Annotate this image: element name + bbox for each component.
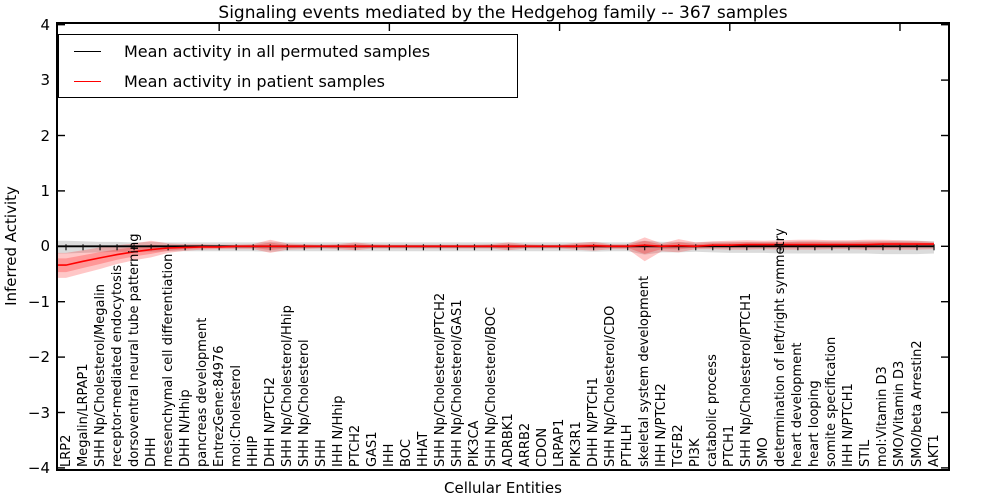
x-category-label: IHH [381,443,397,467]
patient-mean-line [58,243,934,266]
x-category-label: SHH [313,439,329,467]
y-tick-label: −2 [27,348,50,367]
permuted-std-band [58,240,934,255]
x-category-label: SMO/Vitamin D3 [892,360,908,467]
x-category-label: PI3K [688,438,704,467]
x-category-label: LRP2 [58,434,74,467]
x-category-label: PTCH1 [722,424,738,467]
x-category-label: SHH Np/Cholesterol/BOC [484,306,499,467]
x-category-label: PIK3CA [466,420,482,467]
y-tick-label: 2 [40,126,50,145]
x-category-label: DHH [143,437,159,467]
x-category-label: PTCH2 [347,424,363,467]
x-category-label: SHH Np/Cholesterol/PTCH2 [432,292,448,467]
plot-area [58,24,948,469]
x-category-label: heart development [790,342,806,467]
x-category-label: somite specification [824,336,840,467]
x-category-label: STIL [858,439,874,467]
y-tick-label: 3 [40,71,50,90]
x-category-label: DHH N/PTCH2 [262,377,278,467]
x-category-label: mol:Vitamin D3 [875,366,891,467]
y-tick-label: 4 [40,15,50,34]
patient-std-band-outer [58,237,934,278]
x-category-label: CDON [535,427,551,467]
patient-std-band-inner [58,240,934,273]
x-category-label: determination of left/right symmetry [773,228,789,467]
x-category-label: pancreas development [194,317,210,467]
x-category-label: HHIP [245,435,261,467]
x-category-label: SHH Np/Cholesterol [296,339,312,467]
x-category-label: Megalin/LRPAP1 [75,363,91,467]
x-category-label: LRPAP1 [552,418,568,467]
x-category-label: SHH Np/Cholesterol/Hhip [279,305,295,467]
x-category-label: dorsoventral neural tube patterning [126,233,142,467]
x-category-label: receptor-mediated endocytosis [109,264,125,467]
x-category-label: SMO/beta Arrestin2 [909,340,925,467]
x-category-label: IHH N/PTCH1 [841,383,857,467]
x-category-label: DHH N/Hhip [177,389,193,467]
y-tick-label: −1 [27,292,50,311]
x-category-label: BOC [398,439,414,467]
x-category-label: GAS1 [364,431,380,468]
legend-entry-permuted: Mean activity in all permuted samples [74,36,517,66]
x-category-label: PIK3R1 [569,421,585,467]
legend-box: Mean activity in all permuted samples Me… [58,34,518,98]
patient-line-sample [74,80,101,82]
permuted-line-sample [74,50,101,52]
x-category-label: skeletal system development [637,275,653,467]
x-category-label: mol:Cholesterol [228,365,244,467]
x-category-label: SMO [756,437,772,467]
x-category-label: SHH Np/Cholesterol/CDO [603,305,619,467]
x-category-label: AKT1 [926,434,942,467]
x-axis-label: Cellular Entities [444,479,562,497]
x-category-label: EntrezGene:84976 [211,345,227,467]
legend-label-patient: Mean activity in patient samples [124,71,385,91]
legend-label-permuted: Mean activity in all permuted samples [124,41,431,61]
y-tick-label: 1 [40,181,50,200]
x-category-label: HHAT [415,431,431,467]
x-category-label: heart looping [807,380,823,467]
x-category-label: SHH Np/Cholesterol/GAS1 [449,299,465,467]
x-category-label: SHH Np/Cholesterol/PTCH1 [739,292,755,467]
x-category-label: IHH N/PTCH2 [654,383,670,467]
x-category-label: PTHLH [620,424,636,467]
y-tick-label: −3 [27,403,50,422]
x-category-label: ARRB2 [518,422,534,467]
x-category-label: DHH N/PTCH1 [586,377,602,467]
chart-title: Signaling events mediated by the Hedgeho… [218,3,788,23]
y-tick-label: −4 [27,458,50,477]
x-category-label: SHH Np/Cholesterol/Megalin [92,284,108,467]
x-category-label: IHH N/Hhip [330,395,346,468]
y-tick-label: 0 [40,237,50,256]
legend-entry-patient: Mean activity in patient samples [74,66,517,96]
x-category-label: ADRBK1 [501,413,517,467]
x-category-label: catabolic process [705,354,721,467]
x-category-label: mesenchymal cell differentiation [160,253,176,467]
x-category-label: TGFB2 [671,424,687,467]
